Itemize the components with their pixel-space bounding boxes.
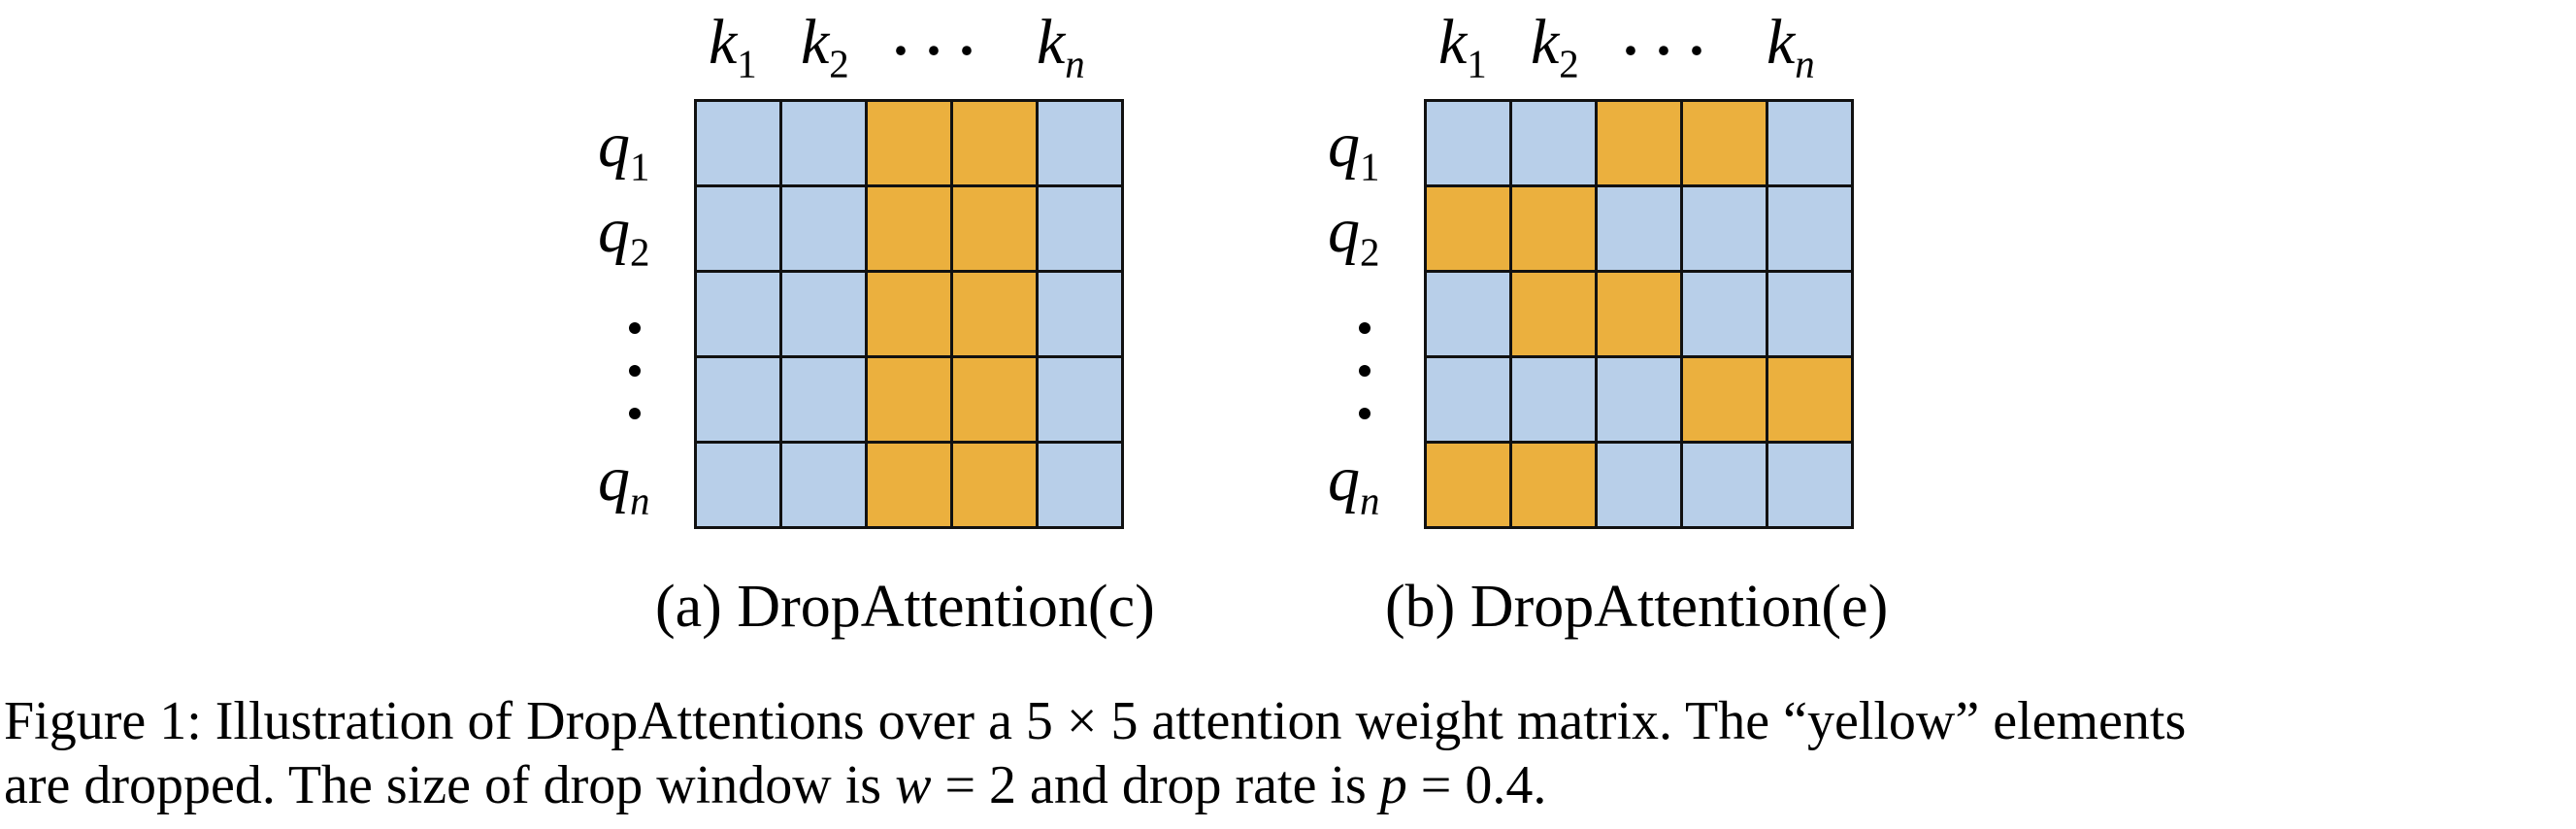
kept-cell [1683,187,1766,270]
caption-line-1: Figure 1: Illustration of DropAttentions… [4,691,2187,751]
figure-caption: Figure 1: Illustration of DropAttentions… [4,689,2572,817]
col-label-kn: kn [1037,7,1085,86]
dropped-cell [953,102,1036,184]
subcaption-b: (b) DropAttention(e) [1385,574,1889,640]
kept-cell [1039,444,1121,526]
kept-cell [1768,444,1851,526]
kept-cell [1768,273,1851,355]
kept-cell [1768,187,1851,270]
dropped-cell [1598,273,1680,355]
dropped-cell [953,273,1036,355]
dropped-cell [953,187,1036,270]
col-label-k1: k1 [1438,7,1487,86]
kept-cell [1427,273,1509,355]
row-dots [625,322,644,450]
dropped-cell [953,358,1036,441]
kept-cell [1427,102,1509,184]
kept-cell [782,187,865,270]
kept-cell [1039,273,1121,355]
caption-line-2: are dropped. The size of drop window is … [4,755,1547,815]
kept-cell [697,102,779,184]
kept-cell [782,273,865,355]
kept-cell [782,102,865,184]
kept-cell [1039,187,1121,270]
panel-b: k1 k2 ··· kn q1 q2 qn (b) DropAttention(… [1312,0,1992,640]
kept-cell [1683,273,1766,355]
dropped-cell [868,358,950,441]
kept-cell [1512,102,1595,184]
kept-cell [782,444,865,526]
dropped-cell [1512,187,1595,270]
dropped-cell [1683,102,1766,184]
row-label-q1: q1 [1328,110,1380,189]
col-label-k2: k2 [1531,7,1579,86]
dropped-cell [1683,358,1766,441]
kept-cell [1598,358,1680,441]
panel-a: k1 k2 ··· kn q1 q2 qn (a) DropAttention(… [582,0,1262,640]
attention-matrix-a [694,99,1124,529]
row-label-q2: q2 [1328,195,1380,275]
col-label-k1: k1 [709,7,757,86]
col-label-kn: kn [1767,7,1815,86]
dropped-cell [868,187,950,270]
kept-cell [1598,444,1680,526]
row-label-qn: qn [598,444,650,523]
kept-cell [697,358,779,441]
kept-cell [1512,358,1595,441]
row-label-q1: q1 [598,110,650,189]
dropped-cell [1427,187,1509,270]
kept-cell [1039,358,1121,441]
dropped-cell [1598,102,1680,184]
dropped-cell [1427,444,1509,526]
dropped-cell [868,102,950,184]
kept-cell [1598,187,1680,270]
kept-cell [697,187,779,270]
dropped-cell [868,273,950,355]
col-dots: ··· [1621,18,1721,83]
row-label-q2: q2 [598,195,650,275]
dropped-cell [868,444,950,526]
kept-cell [697,444,779,526]
row-dots [1355,322,1374,450]
dropped-cell [1512,273,1595,355]
kept-cell [782,358,865,441]
kept-cell [1427,358,1509,441]
kept-cell [1683,444,1766,526]
col-dots: ··· [891,18,991,83]
kept-cell [1768,102,1851,184]
dropped-cell [1512,444,1595,526]
dropped-cell [1768,358,1851,441]
kept-cell [1039,102,1121,184]
col-label-k2: k2 [801,7,849,86]
subcaption-a: (a) DropAttention(c) [655,574,1155,640]
attention-matrix-b [1424,99,1854,529]
row-label-qn: qn [1328,444,1380,523]
kept-cell [697,273,779,355]
dropped-cell [953,444,1036,526]
